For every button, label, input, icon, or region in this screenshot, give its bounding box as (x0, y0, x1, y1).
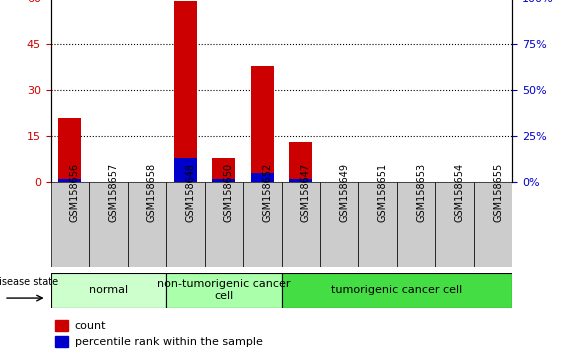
Text: disease state: disease state (0, 278, 58, 287)
Bar (474, 182, 512, 267)
Bar (166, 182, 204, 267)
Bar (435, 182, 474, 267)
Bar (166, 273, 282, 308)
Bar (204, 182, 243, 267)
Text: tumorigenic cancer cell: tumorigenic cancer cell (331, 285, 463, 295)
Text: GSM158658: GSM158658 (147, 163, 157, 222)
Bar (320, 182, 359, 267)
Bar (289, 179, 312, 182)
Text: GSM158649: GSM158649 (339, 163, 349, 222)
Text: GSM158656: GSM158656 (70, 163, 80, 222)
Text: GSM158655: GSM158655 (493, 163, 503, 222)
Bar (59, 179, 82, 182)
Text: GSM158654: GSM158654 (454, 163, 464, 222)
Text: GSM158647: GSM158647 (301, 163, 311, 222)
Text: GSM158653: GSM158653 (416, 163, 426, 222)
Bar (251, 173, 274, 182)
Text: percentile rank within the sample: percentile rank within the sample (75, 337, 262, 347)
Text: GSM158648: GSM158648 (185, 163, 195, 222)
Text: non-tumorigenic cancer
cell: non-tumorigenic cancer cell (157, 279, 291, 301)
Bar (51, 182, 89, 267)
Bar (55, 320, 68, 331)
Text: count: count (75, 321, 106, 331)
Bar (289, 142, 312, 182)
Bar (397, 182, 435, 267)
Bar (51, 273, 166, 308)
Bar (55, 336, 68, 347)
Bar (282, 273, 512, 308)
Text: GSM158650: GSM158650 (224, 163, 234, 222)
Bar (174, 158, 197, 182)
Bar (212, 158, 235, 182)
Bar (359, 182, 397, 267)
Bar (89, 182, 128, 267)
Bar (59, 118, 82, 182)
Bar (251, 66, 274, 182)
Bar (128, 182, 166, 267)
Bar (174, 1, 197, 182)
Text: GSM158652: GSM158652 (262, 163, 272, 222)
Text: GSM158651: GSM158651 (378, 163, 388, 222)
Bar (282, 182, 320, 267)
Text: normal: normal (89, 285, 128, 295)
Bar (243, 182, 282, 267)
Bar (212, 179, 235, 182)
Text: GSM158657: GSM158657 (108, 163, 118, 222)
